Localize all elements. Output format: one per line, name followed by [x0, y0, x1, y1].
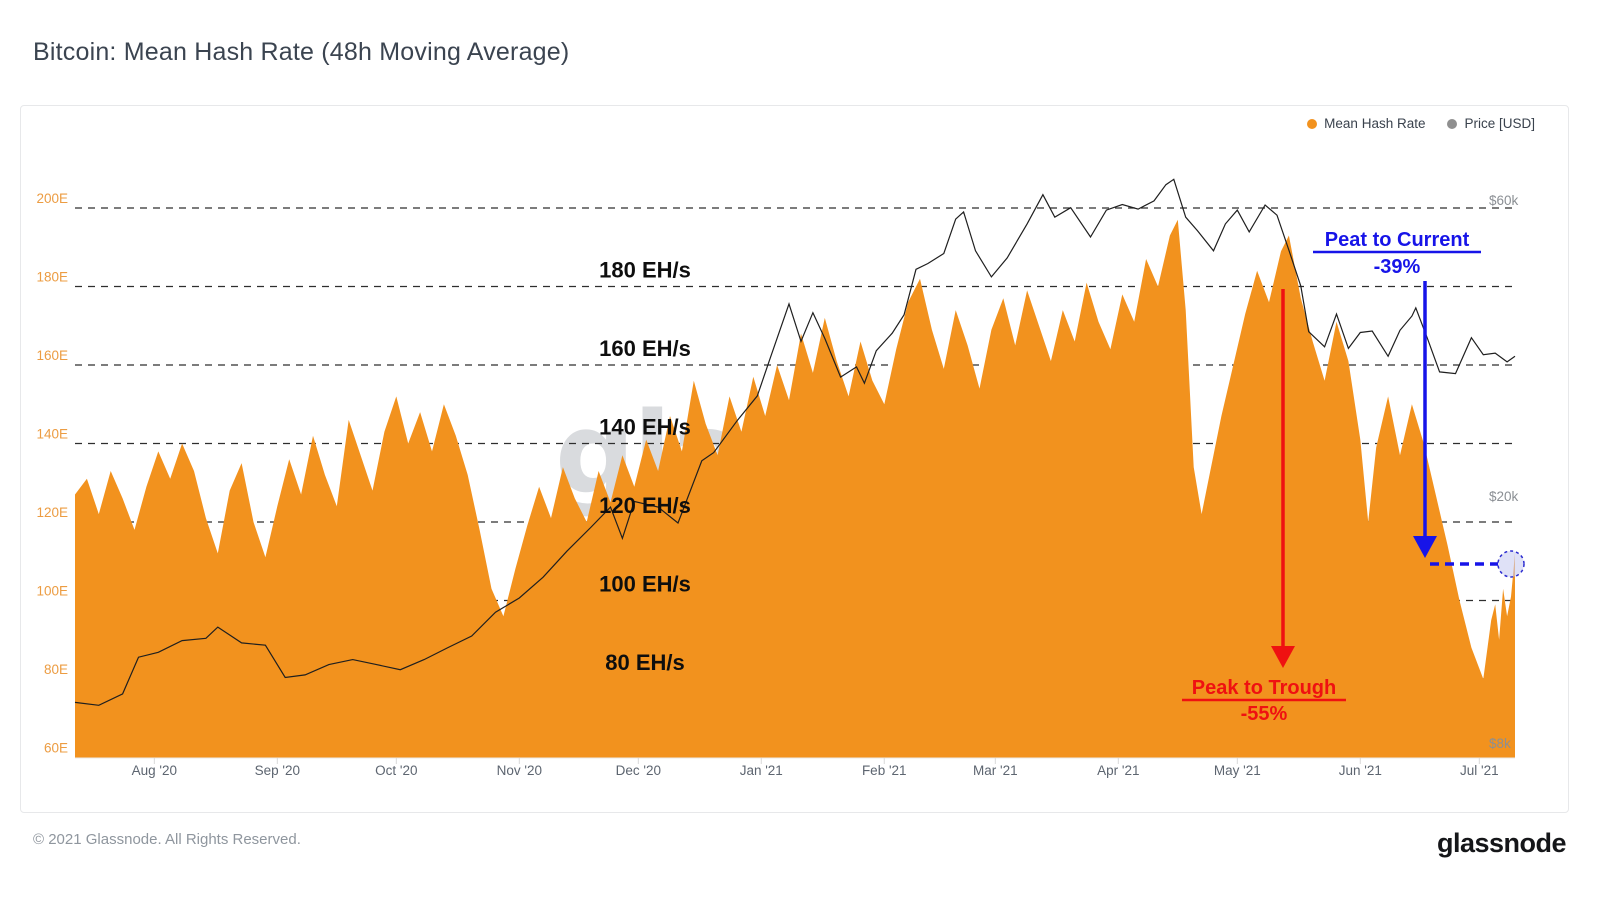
x-tick-label: Jan '21: [740, 763, 783, 778]
chart-legend: Mean Hash Rate Price [USD]: [0, 116, 1535, 131]
y-right-tick-label: $60k: [1489, 193, 1519, 208]
y-left-tick-label: 80E: [44, 662, 68, 677]
x-tick-label: Jul '21: [1460, 763, 1499, 778]
legend-label: Mean Hash Rate: [1324, 116, 1426, 131]
peak-to-current-arrowhead-icon: [1413, 536, 1437, 558]
x-tick-label: May '21: [1214, 763, 1261, 778]
peak-to-trough-arrowhead-icon: [1271, 646, 1295, 668]
x-tick-label: Dec '20: [616, 763, 661, 778]
level-label-180eh: 180 EH/s: [599, 258, 691, 283]
y-left-tick-label: 100E: [36, 584, 68, 599]
x-tick-label: Mar '21: [973, 763, 1018, 778]
y-left-tick-label: 180E: [36, 270, 68, 285]
y-left-tick-label: 140E: [36, 427, 68, 442]
peak-to-trough-label: Peak to Trough: [1192, 677, 1336, 699]
legend-dot-mean-hash-rate-icon: [1307, 118, 1318, 129]
peak-to-trough-value: -55%: [1241, 703, 1288, 725]
y-left-tick-label: 200E: [36, 191, 68, 206]
page-title: Bitcoin: Mean Hash Rate (48h Moving Aver…: [33, 38, 570, 66]
y-left-tick-label: 160E: [36, 348, 68, 363]
level-label-140eh: 140 EH/s: [599, 415, 691, 440]
x-tick-label: Oct '20: [375, 763, 417, 778]
peak-to-current-value: -39%: [1374, 256, 1421, 278]
x-tick-label: Apr '21: [1097, 763, 1139, 778]
y-left-tick-label: 120E: [36, 505, 68, 520]
level-label-100eh: 100 EH/s: [599, 572, 691, 597]
y-left-tick-label: 60E: [44, 741, 68, 756]
legend-dot-price-usd-icon: [1447, 118, 1458, 129]
hash-rate-area-series: [75, 219, 1515, 758]
legend-label: Price [USD]: [1464, 116, 1535, 131]
level-label-160eh: 160 EH/s: [599, 336, 691, 361]
level-label-80eh: 80 EH/s: [605, 650, 685, 675]
y-right-tick-label: $20k: [1489, 489, 1519, 504]
x-tick-label: Sep '20: [255, 763, 300, 778]
glassnode-logo: glassnode: [1436, 828, 1567, 858]
x-tick-label: Feb '21: [862, 763, 907, 778]
price-line-series: [74, 178, 1516, 706]
x-tick-label: Aug '20: [132, 763, 177, 778]
x-tick-label: Jun '21: [1339, 763, 1382, 778]
x-tick-label: Nov '20: [497, 763, 542, 778]
y-right-tick-label: $8k: [1489, 736, 1511, 751]
footer-copyright: © 2021 Glassnode. All Rights Reserved.: [33, 831, 301, 848]
legend-item-price-usd[interactable]: Price [USD]: [1447, 116, 1535, 131]
legend-item-mean-hash-rate[interactable]: Mean Hash Rate: [1307, 116, 1425, 131]
peak-to-current-label: Peat to Current: [1325, 229, 1470, 251]
current-point-highlight-circle: [1497, 550, 1525, 578]
level-label-120eh: 120 EH/s: [599, 493, 691, 518]
